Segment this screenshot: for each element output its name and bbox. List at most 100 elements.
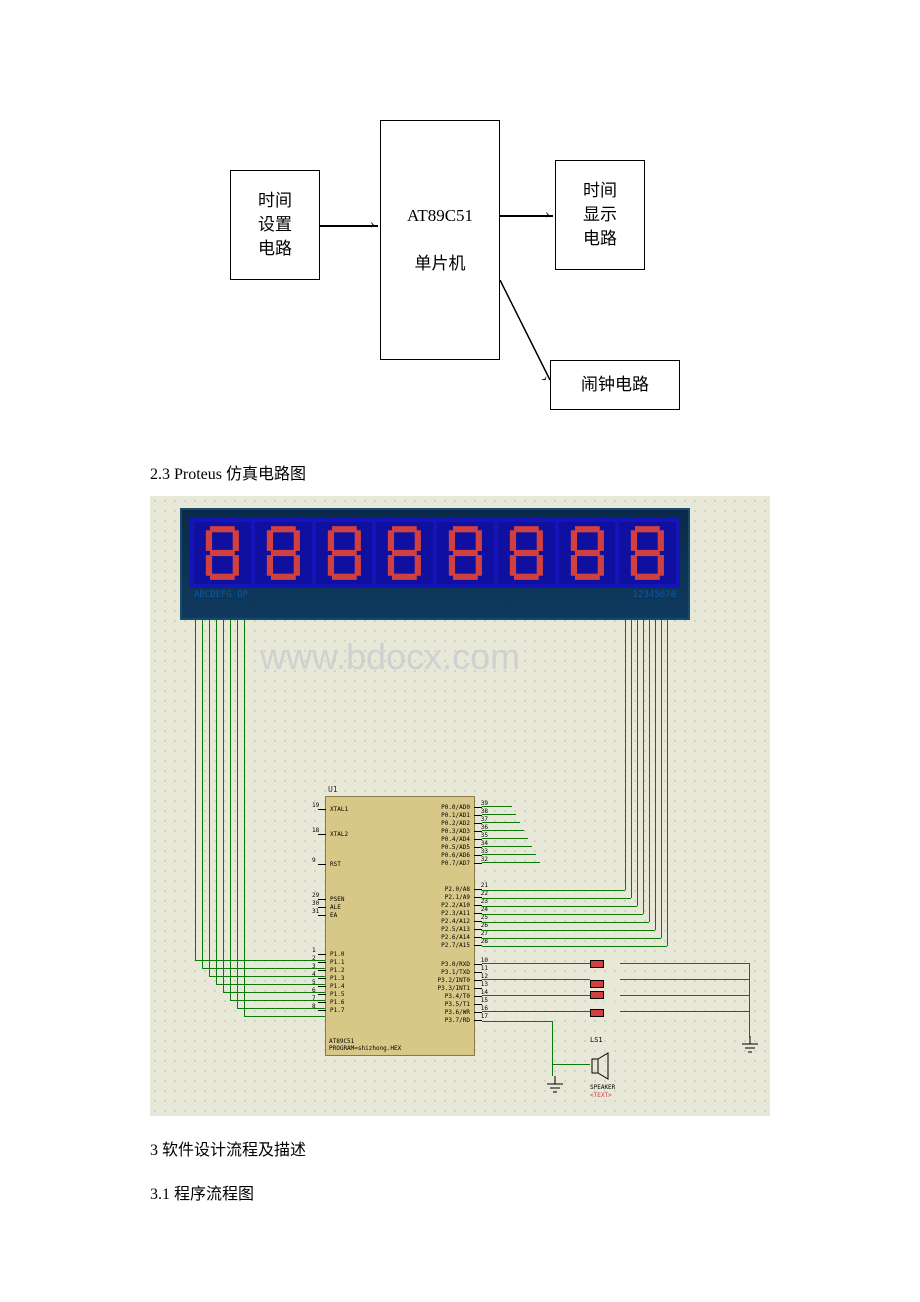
pin-label-left: P1.6: [330, 1000, 344, 1006]
bus-wire-right-h: [482, 946, 667, 947]
pin-label-right: P0.1/AD1: [441, 813, 470, 819]
box-time-set: 时间 设置 电路: [230, 170, 320, 280]
pin-label-right: P2.4/A12: [441, 919, 470, 925]
pin-label-right: P0.0/AD0: [441, 805, 470, 811]
pin-stub: [318, 899, 326, 900]
pin-label-left: P1.7: [330, 1008, 344, 1014]
switch-2: [590, 980, 616, 990]
digit-7: [559, 522, 616, 584]
bus-wire-right: [649, 620, 650, 922]
bus-p0-h: [482, 846, 532, 847]
bus-p0-h: [482, 854, 536, 855]
pin-stub: [318, 1002, 326, 1003]
pin-stub: [318, 907, 326, 908]
arrow-mcu-display: ›: [545, 208, 550, 222]
pin-stub: [318, 978, 326, 979]
pin-label-right: P2.0/A8: [445, 887, 470, 893]
heading-flowchart: 3.1 程序流程图: [150, 1180, 770, 1204]
wire-p3-switch: [482, 979, 590, 980]
pin-stub: [318, 809, 326, 810]
line-mcu-alarm: [500, 280, 560, 390]
pin-label-left: P1.5: [330, 992, 344, 998]
digit-5: [437, 522, 494, 584]
digit-4: [376, 522, 433, 584]
pin-stub: [318, 962, 326, 963]
wire-p3-switch: [482, 995, 590, 996]
bus-wire-right: [667, 620, 668, 946]
wire-switch-bus: [620, 963, 750, 964]
bus-wire-right-h: [482, 938, 661, 939]
speaker-ref: LS1: [590, 1036, 603, 1044]
pin-label-right: P2.2/A10: [441, 903, 470, 909]
pin-label-right: P3.5/T1: [445, 1002, 470, 1008]
switch-4: [590, 1009, 616, 1019]
speaker-text: <TEXT>: [590, 1092, 612, 1099]
pin-label-right: P2.1/A9: [445, 895, 470, 901]
pin-label-left: XTAL2: [330, 832, 348, 838]
bus-wire-left: [209, 620, 210, 976]
box-alarm: 闹钟电路: [550, 360, 680, 410]
pin-label-right: P3.1/TXD: [441, 970, 470, 976]
pin-label-left: RST: [330, 862, 341, 868]
pin-num-left: 3: [312, 964, 316, 970]
bus-p0-h: [482, 806, 512, 807]
pin-stub: [318, 954, 326, 955]
pin-label-right: P3.0/RXD: [441, 962, 470, 968]
bus-wire-right-h: [482, 890, 625, 891]
seven-seg-display: ABCDEFG DP 12345678: [180, 508, 690, 620]
wire-switch-bus: [620, 979, 750, 980]
pin-stub: [318, 834, 326, 835]
bus-wire-right-h: [482, 930, 655, 931]
switch-1: [590, 960, 616, 970]
display-label-left: ABCDEFG DP: [194, 590, 248, 600]
pin-stub: [318, 994, 326, 995]
bus-wire-left: [223, 620, 224, 992]
pin-label-right: P3.2/INT0: [437, 978, 470, 984]
switch-3: [590, 991, 616, 1001]
bus-p0-h: [482, 838, 528, 839]
block-diagram: 时间 设置 电路 AT89C51 单片机 时间 显示 电路 闹钟电路 › › ›: [210, 100, 710, 420]
mcu-chip: U1 AT89C51 PROGRAM=shizhong.HEX 19XTAL11…: [325, 796, 475, 1056]
pin-stub: [318, 986, 326, 987]
bus-wire-right: [643, 620, 644, 914]
pin-label-left: P1.2: [330, 968, 344, 974]
bus-wire-right: [637, 620, 638, 906]
bus-wire-left: [244, 620, 245, 1016]
box-display: 时间 显示 电路: [555, 160, 645, 270]
pin-num-left: 7: [312, 996, 316, 1002]
speaker: [590, 1051, 620, 1081]
pin-label-left: P1.4: [330, 984, 344, 990]
watermark: www.bdocx.com: [260, 636, 520, 678]
digit-8: [619, 522, 676, 584]
pin-stub: [318, 864, 326, 865]
bus-wire-left-h: [195, 960, 325, 961]
pin-num-left: 6: [312, 988, 316, 994]
pin-label-left: ALE: [330, 905, 341, 911]
wire-switch-bus: [620, 1011, 750, 1012]
proteus-circuit: ABCDEFG DP 12345678 www.bdocx.com U1 AT8…: [150, 496, 770, 1116]
pin-stub: [318, 1010, 326, 1011]
bus-wire-left: [202, 620, 203, 968]
pin-stub: [318, 970, 326, 971]
bus-wire-left-h: [237, 1008, 325, 1009]
wire-p3-switch: [482, 1011, 590, 1012]
bus-wire-left: [216, 620, 217, 984]
pin-label-right: P0.2/AD2: [441, 821, 470, 827]
bus-wire-left: [195, 620, 196, 960]
bus-wire-right: [625, 620, 626, 890]
pin-stub: [474, 863, 482, 864]
chip-bottom-text: AT89C51 PROGRAM=shizhong.HEX: [329, 1038, 401, 1052]
pin-num-left: 2: [312, 956, 316, 962]
pin-label-right: P3.4/T0: [445, 994, 470, 1000]
pin-label-right: P3.6/WR: [445, 1010, 470, 1016]
pin-stub: [318, 915, 326, 916]
pin-label-right: P2.5/A13: [441, 927, 470, 933]
bus-wire-right: [655, 620, 656, 930]
ground-right: [740, 1036, 760, 1056]
pin-label-left: P1.0: [330, 952, 344, 958]
pin-label-left: P1.3: [330, 976, 344, 982]
digit-6: [498, 522, 555, 584]
bus-wire-left: [230, 620, 231, 1000]
box-mcu: AT89C51 单片机: [380, 120, 500, 360]
bus-wire-right-h: [482, 906, 637, 907]
